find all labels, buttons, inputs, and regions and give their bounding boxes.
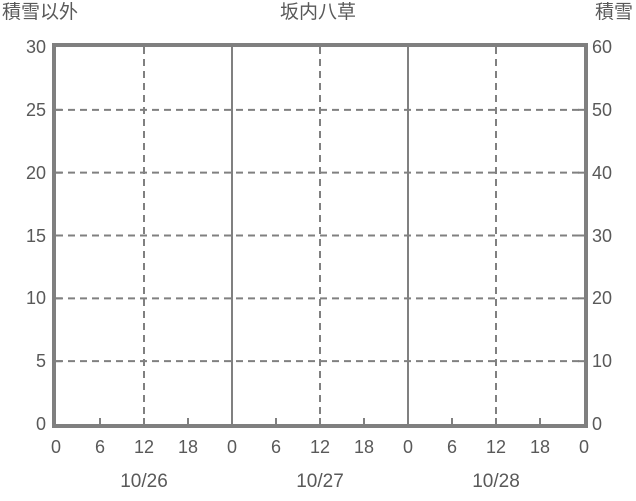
x-axis-tick-label: 0 (226, 437, 237, 457)
left-axis-title: 積雪以外 (2, 2, 79, 23)
x-axis-tick-label: 18 (353, 437, 375, 457)
x-axis-tick-label: 6 (446, 437, 457, 457)
left-axis-tick-label: 0 (35, 414, 46, 434)
right-axis-tick-label: 0 (592, 414, 603, 434)
right-axis-ticklabels: 0 10 20 30 40 50 60 (592, 0, 636, 501)
x-axis-tick-label: 0 (402, 437, 413, 457)
left-axis-tick-label: 15 (25, 225, 46, 246)
left-axis-tick-label: 5 (35, 351, 46, 372)
right-axis-tick-label: 10 (592, 351, 613, 372)
x-axis-tick-label: 18 (529, 437, 551, 457)
right-axis-tick-label: 30 (592, 225, 613, 246)
left-axis-tick-label: 20 (25, 162, 46, 183)
x-axis-ticklabels: 0 6 12 18 0 6 12 18 0 6 12 18 0 (0, 436, 636, 460)
left-axis-ticklabels: 0 5 10 15 20 25 30 (0, 0, 46, 501)
x-axis-tick-label: 12 (133, 437, 155, 457)
right-axis-title: 積雪 (594, 2, 633, 23)
x-axis-tick-label: 6 (270, 437, 281, 457)
gridlines (56, 47, 584, 424)
x-axis-tick-label: 0 (578, 437, 589, 457)
right-axis-tick-label: 60 (592, 37, 613, 57)
x-axis-day-labels: 10/26 10/27 10/28 (0, 470, 636, 496)
x-axis-tick-label: 18 (177, 437, 199, 457)
left-axis-tick-label: 25 (25, 99, 46, 120)
left-axis-tick-label: 10 (25, 288, 46, 309)
chart-title: 坂内八草 (279, 2, 356, 23)
left-axis-tick-label: 30 (25, 37, 46, 57)
x-axis-day-label: 10/27 (296, 471, 344, 492)
x-axis-tick-label: 6 (94, 437, 105, 457)
x-axis-tick-label: 12 (485, 437, 507, 457)
right-axis-tick-label: 50 (592, 99, 613, 120)
x-axis-day-label: 10/26 (120, 471, 168, 492)
right-axis-tick-label: 40 (592, 162, 613, 183)
right-axis-tick-label: 20 (592, 288, 613, 309)
plot-area (52, 43, 588, 428)
x-axis-day-label: 10/28 (472, 471, 520, 492)
x-axis-tick-label: 0 (50, 437, 61, 457)
x-axis-tick-label: 12 (309, 437, 331, 457)
